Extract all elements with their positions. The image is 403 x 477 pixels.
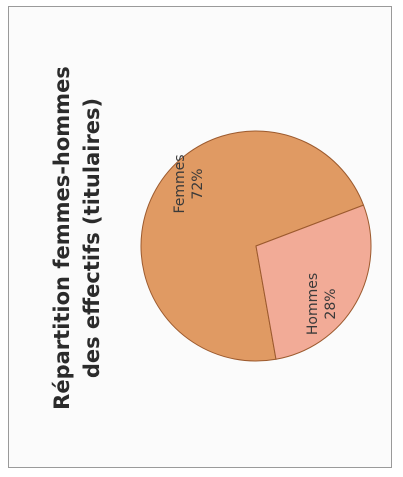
slice-percent-label-hommes: 28%	[323, 288, 339, 319]
slice-name-label-hommes: Hommes	[305, 273, 321, 335]
chart-frame: Répartition femmes-hommes des effectifs …	[8, 6, 392, 468]
pie-slice-femmes	[140, 130, 365, 362]
slice-percent-label-femmes: 72%	[190, 168, 206, 199]
pie-chart: Femmes 72% Hommes 28%	[140, 130, 372, 362]
chart-rotated-area: Répartition femmes-hommes des effectifs …	[9, 7, 393, 469]
pie-slice-hommes	[255, 204, 372, 360]
slice-name-label-femmes: Femmes	[172, 154, 188, 213]
